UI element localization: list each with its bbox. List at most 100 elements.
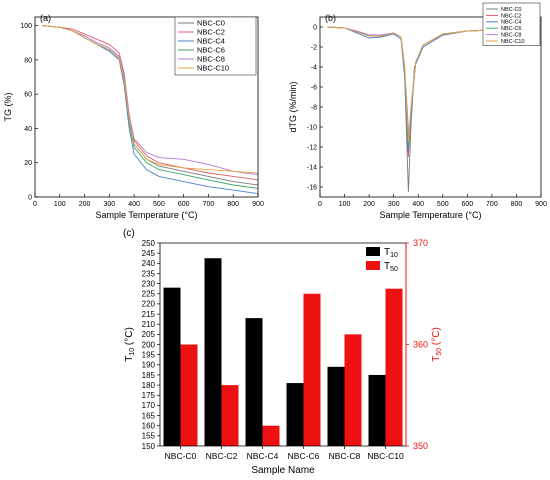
y-left-tick-label: 240 (142, 259, 156, 268)
y-left-tick-label: 165 (142, 411, 156, 420)
bar-t10-nbc-c2 (204, 258, 222, 446)
legend-entry: NBC-C0 (501, 7, 521, 13)
y-tick-label: 20 (24, 160, 32, 167)
y-left-tick-label: 150 (142, 442, 156, 451)
y-left-tick-label: 160 (142, 422, 156, 431)
x-tick-label: 700 (203, 201, 215, 208)
x-tick-label: NBC-C0 (165, 451, 197, 461)
bar-t50-nbc-c4 (262, 425, 280, 446)
series-line-nbc-c2 (327, 26, 541, 158)
legend-entry: NBC-C6 (501, 26, 521, 32)
y-left-tick-label: 225 (142, 290, 156, 299)
legend-entry: NBC-C10 (197, 64, 229, 73)
y-left-tick-label: 180 (142, 381, 156, 390)
series-line-nbc-c10 (327, 26, 541, 143)
y-left-tick-label: 185 (142, 371, 156, 380)
x-tick-label: NBC-C6 (288, 451, 320, 461)
legend-swatch (366, 247, 380, 256)
series-line-nbc-c10 (42, 25, 259, 174)
legend-entry: NBC-C4 (197, 37, 225, 46)
y-left-tick-label: 200 (142, 340, 156, 349)
legend-box (482, 2, 541, 46)
panel-label: (a) (40, 13, 51, 23)
bar-t50-nbc-c8 (344, 334, 362, 446)
bar-t10-nbc-c6 (286, 383, 304, 446)
y-right-axis-label: T50 (°C) (431, 327, 443, 362)
legend-box (174, 16, 257, 76)
x-tick-label: 900 (535, 201, 547, 208)
y-tick-label: -2 (311, 45, 317, 52)
x-tick-label: NBC-C8 (329, 451, 361, 461)
x-tick-label: 100 (339, 201, 351, 208)
y-left-tick-label: 235 (142, 269, 156, 278)
x-tick-label: 800 (227, 201, 239, 208)
x-tick-label: 800 (511, 201, 523, 208)
legend-entry: T10 (384, 247, 398, 259)
x-tick-label: 400 (128, 201, 140, 208)
y-tick-label: 0 (313, 25, 317, 32)
x-tick-label: NBC-C2 (206, 451, 238, 461)
legend-entry: T50 (384, 261, 398, 273)
x-tick-label: NBC-C4 (247, 451, 279, 461)
y-tick-label: 100 (20, 23, 32, 30)
x-axis-label: Sample Name (251, 465, 315, 476)
y-right-tick-label: 360 (413, 340, 428, 350)
legend-swatch (366, 261, 380, 270)
panel-label: (c) (123, 228, 135, 239)
series-line-nbc-c0 (327, 26, 541, 193)
y-left-tick-label: 245 (142, 249, 156, 258)
x-tick-label: 300 (388, 201, 400, 208)
panel-c: NBC-C0 NBC-C2 NBC-C4 NBC-C6 NBC-C8 NBC-C10 150… (123, 228, 443, 476)
x-tick-label: 200 (79, 201, 91, 208)
bar-t10-nbc-c4 (245, 318, 263, 446)
y-tick-label: -4 (311, 65, 317, 72)
bar-t50-nbc-c10 (385, 288, 403, 446)
panel-a: 0 100 200 300 400 500 600 700 800 900 0 20 40 60 80 100… (3, 13, 264, 220)
legend-entry: NBC-C8 (501, 33, 521, 39)
y-left-tick-label: 175 (142, 391, 156, 400)
series-line-nbc-c4 (327, 26, 541, 153)
y-left-tick-label: 155 (142, 432, 156, 441)
x-axis-label: Sample Temperature (°C) (380, 210, 482, 220)
x-tick-label: 100 (54, 201, 66, 208)
legend-entry: NBC-C8 (197, 55, 225, 64)
y-left-tick-label: 250 (142, 239, 156, 248)
y-left-axis-label: T10 (°C) (124, 327, 136, 362)
bar-t10-nbc-c10 (368, 374, 386, 446)
x-axis-label: Sample Temperature (°C) (96, 210, 198, 220)
bar-t50-nbc-c0 (180, 344, 198, 446)
bar-t10-nbc-c0 (163, 287, 181, 446)
y-tick-label: -10 (307, 125, 317, 132)
panel-b: 0 100 200 300 400 500 600 700 800 900 0 -2 -4 -6 -8 -10… (288, 2, 547, 220)
x-tick-label: 200 (363, 201, 375, 208)
x-tick-label: 900 (252, 201, 264, 208)
y-tick-label: -12 (307, 145, 317, 152)
series-line-nbc-c8 (42, 25, 259, 176)
y-left-tick-label: 195 (142, 350, 156, 359)
y-tick-label: -16 (307, 185, 317, 192)
y-tick-label: -6 (311, 85, 317, 92)
legend-entry: NBC-C2 (501, 13, 521, 19)
x-tick-label: 0 (318, 201, 322, 208)
legend-entry: NBC-C4 (501, 20, 521, 26)
legend-entry: NBC-C2 (197, 28, 225, 37)
bar-t10-nbc-c8 (327, 366, 345, 446)
y-left-tick-label: 230 (142, 279, 156, 288)
x-tick-label: 500 (437, 201, 449, 208)
legend-entry: NBC-C10 (501, 39, 525, 45)
y-tick-label: 80 (24, 57, 32, 64)
bar-t50-nbc-c2 (221, 385, 239, 446)
y-axis-label: TG (%) (3, 93, 13, 122)
y-left-tick-label: 205 (142, 330, 156, 339)
legend-entry: NBC-C6 (197, 46, 225, 55)
x-tick-label: 600 (178, 201, 190, 208)
y-tick-label: 0 (28, 195, 32, 202)
x-tick-label: 700 (486, 201, 498, 208)
x-tick-label: 0 (33, 201, 37, 208)
x-tick-label: 500 (153, 201, 165, 208)
panel-label: (b) (325, 13, 336, 23)
